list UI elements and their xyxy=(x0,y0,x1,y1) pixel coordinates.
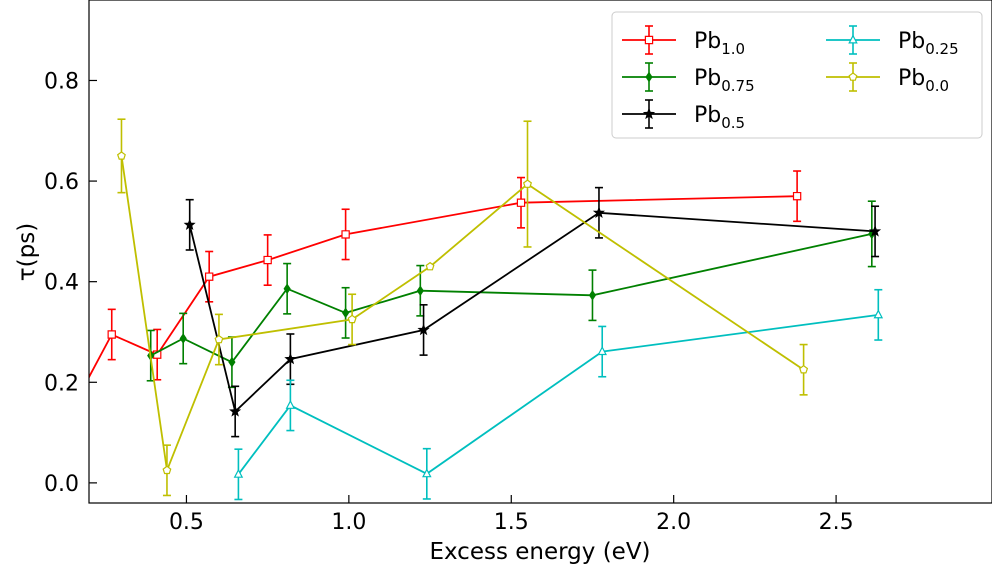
axes-layer: 0.5 1.0 1.5 2.0 2.5 0.0 0.2 0.4 0.6 0.8 xyxy=(44,0,992,535)
legend-label: Pb0.5 xyxy=(694,103,745,132)
legend-item: Pb0.0 xyxy=(826,62,949,95)
data-point xyxy=(347,314,357,324)
legend-label: Pb0.25 xyxy=(898,29,959,58)
legend-item: Pb0.5 xyxy=(622,99,745,132)
data-point xyxy=(342,307,350,319)
series-layer xyxy=(69,118,884,501)
legend-marker xyxy=(848,34,858,44)
legend-marker xyxy=(848,72,858,81)
data-point xyxy=(792,191,802,201)
data-point xyxy=(228,356,236,368)
data-point xyxy=(179,333,187,344)
legend-item: Pb0.75 xyxy=(622,62,755,95)
y-tick-label: 0.2 xyxy=(44,371,79,396)
data-point xyxy=(422,468,432,478)
series-line xyxy=(89,195,798,379)
legend-label: Pb0.0 xyxy=(898,66,949,95)
data-point xyxy=(799,364,809,374)
data-point xyxy=(116,151,126,160)
x-axis-title: Excess energy (eV) xyxy=(429,539,650,565)
data-point xyxy=(588,289,597,301)
legend-box xyxy=(611,11,983,139)
series-pb-1_0 xyxy=(69,170,802,411)
y-tick-label: 0.6 xyxy=(44,170,79,195)
data-point xyxy=(263,255,272,265)
legend-item: Pb1.0 xyxy=(622,25,745,58)
legend-label: Pb1.0 xyxy=(694,29,745,58)
data-point xyxy=(214,334,224,344)
data-point xyxy=(107,330,116,339)
data-point xyxy=(183,218,196,230)
series-line xyxy=(150,233,872,364)
data-point xyxy=(285,399,296,409)
data-point xyxy=(341,230,350,239)
x-tick-label: 0.5 xyxy=(169,510,204,535)
series-pb-0_25 xyxy=(233,288,884,501)
series-pb-0_75 xyxy=(146,200,876,389)
x-tick-label: 1.0 xyxy=(331,510,366,535)
data-point xyxy=(233,468,244,478)
legend-marker xyxy=(644,35,654,45)
series-pb-0_5 xyxy=(183,186,882,438)
x-tick-label: 2.5 xyxy=(819,510,854,535)
y-axis-title: τ(ps) xyxy=(14,223,40,281)
y-tick-label: 0.0 xyxy=(44,472,79,497)
y-tick-label: 0.4 xyxy=(44,271,79,296)
legend-item: Pb0.25 xyxy=(826,25,959,58)
legend-label: Pb0.75 xyxy=(694,66,755,95)
data-point xyxy=(283,283,291,295)
data-point xyxy=(592,206,605,219)
data-point xyxy=(417,323,430,336)
series-line xyxy=(188,211,876,414)
data-point xyxy=(416,285,424,297)
x-tick-label: 2.0 xyxy=(656,510,691,535)
data-point xyxy=(873,309,884,319)
data-point xyxy=(229,405,242,417)
data-point xyxy=(597,345,607,356)
data-point xyxy=(522,179,533,188)
plot-frame xyxy=(88,0,992,504)
data-point xyxy=(516,198,526,207)
data-point xyxy=(204,272,214,281)
data-point xyxy=(425,261,435,271)
legend-marker xyxy=(642,107,656,120)
data-point xyxy=(162,465,172,475)
y-tick-label: 0.8 xyxy=(44,69,79,94)
x-tick-label: 1.5 xyxy=(494,510,529,535)
legend: Pb1.0 Pb0.75 Pb0.5 Pb0.25 Pb0.0 xyxy=(611,11,983,139)
data-point xyxy=(284,352,297,365)
series-pb-0_0 xyxy=(116,118,809,497)
legend-marker xyxy=(645,71,653,83)
data-point xyxy=(868,224,882,237)
data-point xyxy=(69,404,76,411)
